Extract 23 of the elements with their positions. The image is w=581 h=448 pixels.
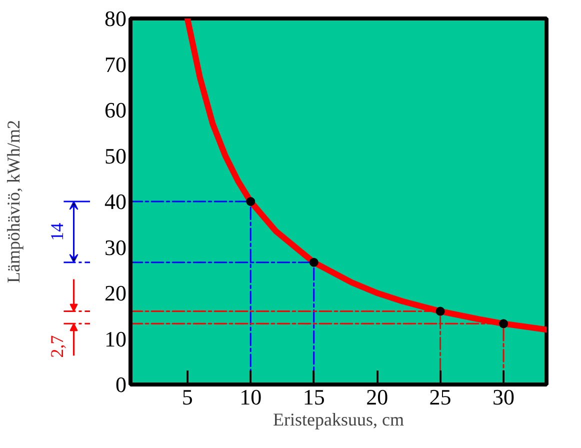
x-tick-label: 15 (302, 384, 325, 410)
y-tick-label: 70 (104, 52, 126, 77)
y-tick-label: 0 (116, 372, 126, 397)
text: 14 (47, 222, 67, 241)
x-axis-title: Eristepaksuus, cm (273, 410, 404, 430)
x-tick-label: 25 (429, 384, 452, 410)
text: 2,7 (47, 335, 67, 358)
y-tick-label: 50 (104, 143, 126, 168)
point (436, 306, 445, 316)
y-tick-label: 60 (104, 98, 126, 122)
point (246, 197, 256, 206)
y-tick-label: 80 (104, 6, 126, 31)
x-tick-label: 5 (182, 384, 193, 410)
x-tick-label: 10 (240, 384, 262, 410)
y-tick-label: 40 (104, 189, 126, 214)
point (499, 319, 508, 328)
x-tick-label: 20 (366, 384, 388, 410)
y-tick-label: 10 (104, 326, 126, 352)
y-tick-label: 30 (104, 234, 126, 260)
point (309, 258, 318, 267)
y-tick-label: 20 (104, 280, 126, 306)
x-tick-label: 30 (492, 384, 515, 410)
y-axis-title: Lämpöhäviö, kWh/m2 (4, 120, 24, 283)
